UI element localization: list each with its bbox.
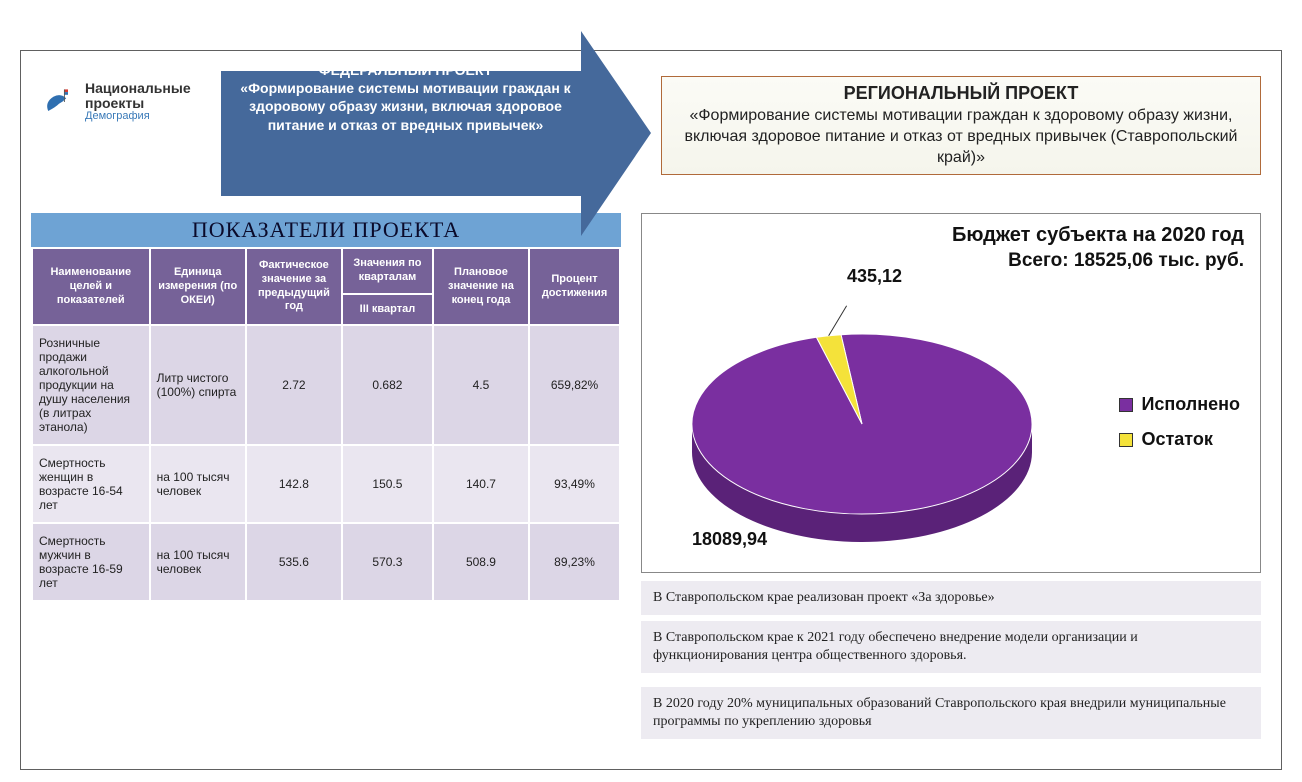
note-2: В Ставропольском крае к 2021 году обеспе… xyxy=(641,621,1261,673)
pie-label-executed: 18089,94 xyxy=(692,529,767,550)
legend-label-remainder: Остаток xyxy=(1141,429,1212,450)
legend-swatch-executed xyxy=(1119,398,1133,412)
legend-row-remainder: Остаток xyxy=(1119,429,1240,450)
note-1: В Ставропольском крае реализован проект … xyxy=(641,581,1261,615)
legend-row-executed: Исполнено xyxy=(1119,394,1240,415)
cell-name: Розничные продажи алкогольной продукции … xyxy=(32,325,150,445)
col-name: Наименование целей и показателей xyxy=(32,248,150,325)
pie-label-remainder: 435,12 xyxy=(847,266,902,287)
legend-swatch-remainder xyxy=(1119,433,1133,447)
federal-heading: ФЕДЕРАЛЬНЫЙ ПРОЕКТ xyxy=(233,61,578,79)
page-frame: Национальные проекты Демография ФЕДЕРАЛЬ… xyxy=(20,50,1282,770)
col-unit: Единица измерения (по ОКЕИ) xyxy=(150,248,246,325)
federal-text: ФЕДЕРАЛЬНЫЙ ПРОЕКТ «Формирование системы… xyxy=(233,61,578,134)
cell-pct: 89,23% xyxy=(529,523,620,601)
indicators-table: Наименование целей и показателей Единица… xyxy=(31,247,621,602)
logo-line3: Демография xyxy=(85,110,191,122)
chart-title-1: Бюджет субъекта на 2020 год xyxy=(952,224,1244,247)
logo-text-wrap: Национальные проекты Демография xyxy=(85,81,191,122)
chart-title-2: Всего: 18525,06 тыс. руб. xyxy=(1008,250,1244,272)
logo-line2: проекты xyxy=(85,96,191,111)
regional-body: «Формирование системы мотивации граждан … xyxy=(672,106,1250,168)
cell-q3: 150.5 xyxy=(342,445,433,523)
col-plan: Плановое значение на конец года xyxy=(433,248,529,325)
legend-label-executed: Исполнено xyxy=(1141,394,1240,415)
cell-prev: 2.72 xyxy=(246,325,342,445)
col-q3: III квартал xyxy=(342,294,433,326)
col-quarters: Значения по кварталам xyxy=(342,248,433,294)
pie-svg xyxy=(662,274,1062,564)
regional-box: РЕГИОНАЛЬНЫЙ ПРОЕКТ «Формирование систем… xyxy=(661,76,1261,175)
federal-body: «Формирование системы мотивации граждан … xyxy=(233,79,578,134)
chart-legend: Исполнено Остаток xyxy=(1119,394,1240,464)
cell-name: Смертность женщин в возрасте 16-54 лет xyxy=(32,445,150,523)
budget-chart: Бюджет субъекта на 2020 год Всего: 18525… xyxy=(641,213,1261,573)
pie-wrap: 435,12 18089,94 xyxy=(662,274,1062,564)
logo-line1: Национальные xyxy=(85,81,191,96)
col-pct: Процент достижения xyxy=(529,248,620,325)
table-row: Смертность мужчин в возрасте 16-59 летна… xyxy=(32,523,620,601)
cell-plan: 508.9 xyxy=(433,523,529,601)
cell-unit: на 100 тысяч человек xyxy=(150,523,246,601)
bird-icon xyxy=(41,84,77,120)
col-prev: Фактическое значение за предыдущий год xyxy=(246,248,342,325)
logo: Национальные проекты Демография xyxy=(41,81,221,122)
cell-name: Смертность мужчин в возрасте 16-59 лет xyxy=(32,523,150,601)
cell-pct: 659,82% xyxy=(529,325,620,445)
pie-leader-line xyxy=(829,306,847,336)
note-3: В 2020 году 20% муниципальных образовани… xyxy=(641,687,1261,739)
cell-plan: 4.5 xyxy=(433,325,529,445)
cell-prev: 535.6 xyxy=(246,523,342,601)
cell-unit: на 100 тысяч человек xyxy=(150,445,246,523)
cell-unit: Литр чистого (100%) спирта xyxy=(150,325,246,445)
cell-prev: 142.8 xyxy=(246,445,342,523)
cell-plan: 140.7 xyxy=(433,445,529,523)
table-row: Розничные продажи алкогольной продукции … xyxy=(32,325,620,445)
cell-pct: 93,49% xyxy=(529,445,620,523)
cell-q3: 0.682 xyxy=(342,325,433,445)
regional-heading: РЕГИОНАЛЬНЫЙ ПРОЕКТ xyxy=(672,83,1250,104)
table-row: Смертность женщин в возрасте 16-54 летна… xyxy=(32,445,620,523)
federal-arrow: ФЕДЕРАЛЬНЫЙ ПРОЕКТ «Формирование системы… xyxy=(221,31,651,236)
cell-q3: 570.3 xyxy=(342,523,433,601)
